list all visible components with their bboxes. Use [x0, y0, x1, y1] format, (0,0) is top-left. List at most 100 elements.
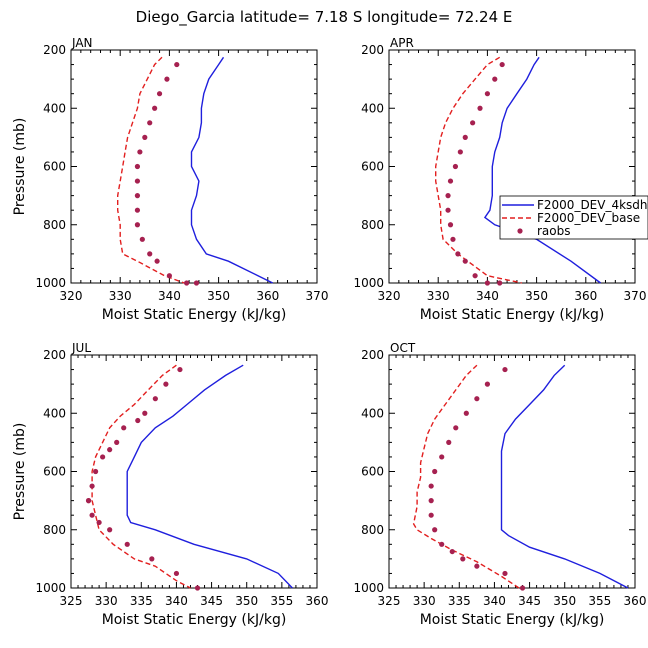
- raobs-point: [142, 134, 148, 140]
- x-tick-label: 355: [588, 594, 611, 608]
- series-raobs: [445, 61, 505, 286]
- y-tick-label: 800: [361, 218, 384, 232]
- raobs-point: [439, 541, 445, 547]
- raobs-point: [147, 120, 153, 126]
- raobs-point: [163, 381, 169, 387]
- panel-jul: 325 330 335 340 345 350 355 360 200 400 600 800 1000…: [12, 341, 328, 628]
- x-tick-label: 360: [624, 594, 647, 608]
- legend-box: [499, 195, 648, 240]
- series-raobs: [85, 366, 201, 591]
- x-tick-label: 370: [306, 289, 329, 303]
- series-base-line: [412, 364, 520, 589]
- x-tick-label: 330: [427, 289, 450, 303]
- raobs-point: [152, 396, 158, 402]
- y-tick-label: 800: [43, 218, 66, 232]
- raobs-point: [177, 366, 183, 373]
- x-tick-label: 330: [95, 594, 118, 608]
- raobs-point: [166, 273, 172, 279]
- y-tick-label: 800: [361, 523, 384, 537]
- raobs-point: [484, 381, 490, 387]
- raobs-point: [428, 483, 434, 489]
- series-base-line: [117, 56, 185, 284]
- x-tick-label: 330: [413, 594, 436, 608]
- x-axis-label: Moist Static Energy (kJ/kg): [102, 307, 287, 323]
- raobs-point: [135, 417, 141, 424]
- raobs-point: [174, 61, 180, 68]
- raobs-point: [439, 454, 445, 460]
- raobs-point: [147, 251, 153, 257]
- raobs-point: [484, 91, 490, 97]
- legend-swatch-dots: [517, 228, 523, 234]
- raobs-point: [432, 527, 438, 533]
- raobs-point: [463, 410, 469, 416]
- y-tick-label: 600: [43, 160, 66, 174]
- raobs-point: [107, 527, 113, 533]
- x-tick-label: 325: [60, 594, 83, 608]
- y-tick-label: 600: [361, 465, 384, 479]
- raobs-point: [497, 280, 503, 286]
- panel-title: JAN: [71, 36, 93, 50]
- raobs-point: [173, 570, 180, 577]
- y-tick-label: 1000: [353, 276, 384, 290]
- x-axis-label: Moist Static Energy (kJ/kg): [420, 612, 605, 628]
- y-tick-label: 600: [43, 465, 66, 479]
- x-axis-label: Moist Static Energy (kJ/kg): [420, 307, 605, 323]
- x-tick-label: 350: [525, 289, 548, 303]
- x-tick-label: 320: [378, 289, 401, 303]
- raobs-point: [428, 498, 434, 504]
- raobs-point: [502, 570, 508, 577]
- y-axis-label: Pressure (mb): [12, 423, 28, 521]
- raobs-point: [93, 468, 99, 475]
- x-tick-label: 335: [130, 594, 153, 608]
- x-tick-label: 360: [574, 289, 597, 303]
- legend-label: raobs: [537, 224, 571, 238]
- raobs-point: [85, 498, 92, 504]
- raobs-point: [139, 236, 145, 242]
- raobs-point: [89, 512, 95, 518]
- raobs-point: [470, 120, 476, 126]
- panel-oct: 325 330 335 340 345 350 355 360 200 400 600 800 1000…: [353, 341, 646, 628]
- panel-title: JUL: [71, 341, 91, 355]
- raobs-point: [193, 280, 200, 286]
- y-tick-label: 400: [361, 406, 384, 420]
- x-tick-label: 360: [256, 289, 279, 303]
- figure-title: Diego_Garcia latitude= 7.18 S longitude=…: [136, 8, 513, 27]
- raobs-point: [484, 280, 490, 286]
- plot-frame: [70, 49, 318, 284]
- series-4ksdh-line: [190, 56, 274, 284]
- raobs-point: [519, 585, 526, 591]
- raobs-point: [134, 207, 141, 213]
- raobs-point: [445, 193, 451, 199]
- raobs-point: [449, 548, 455, 555]
- x-tick-label: 320: [60, 289, 83, 303]
- x-axis-label: Moist Static Energy (kJ/kg): [102, 612, 287, 628]
- raobs-point: [134, 163, 141, 170]
- y-tick-label: 200: [361, 43, 384, 57]
- panel-jan: 320 330 340 350 360 370 200 400 600 800 1000 JAN Moi…: [12, 36, 328, 323]
- y-tick-label: 600: [361, 160, 384, 174]
- raobs-point: [134, 193, 141, 199]
- raobs-point: [447, 178, 454, 184]
- x-tick-label: 340: [165, 594, 188, 608]
- x-tick-label: 340: [158, 289, 181, 303]
- x-tick-label: 370: [624, 289, 647, 303]
- y-tick-label: 200: [43, 348, 66, 362]
- panel-apr: 320 330 340 350 360 370 200 400 600 800 1000 APR Moi…: [353, 36, 646, 323]
- x-tick-label: 350: [235, 594, 258, 608]
- y-tick-label: 1000: [35, 276, 66, 290]
- raobs-point: [124, 541, 130, 547]
- raobs-point: [453, 425, 459, 431]
- raobs-point: [452, 163, 459, 170]
- series-raobs: [428, 366, 526, 591]
- x-tick-label: 350: [553, 594, 576, 608]
- legend-label: F2000_DEV_4ksdh: [537, 198, 648, 212]
- raobs-point: [134, 222, 141, 228]
- raobs-point: [499, 61, 505, 68]
- raobs-point: [194, 585, 201, 591]
- raobs-point: [445, 207, 451, 213]
- raobs-point: [149, 556, 155, 562]
- raobs-point: [492, 76, 498, 82]
- x-tick-label: 355: [270, 594, 293, 608]
- panels: 320 330 340 350 360 370 200 400 600 800 1000 JAN Moi…: [12, 36, 646, 628]
